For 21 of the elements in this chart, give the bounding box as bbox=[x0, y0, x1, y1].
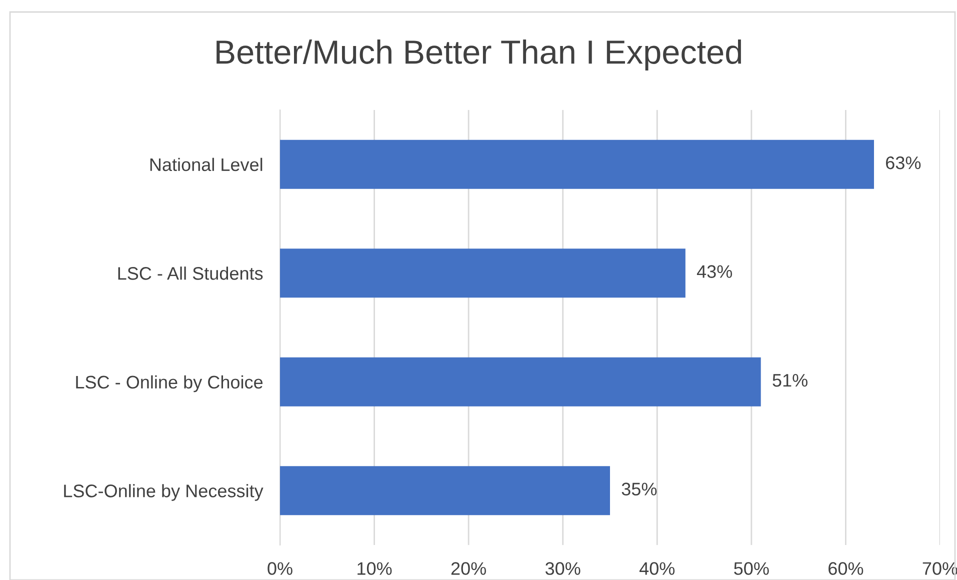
data-label: 43% bbox=[696, 265, 732, 278]
x-tick-label: 10% bbox=[358, 562, 392, 575]
data-label: 63% bbox=[886, 156, 921, 170]
y-tick-label: National Level bbox=[150, 158, 262, 172]
x-tick-label: 50% bbox=[734, 562, 769, 575]
chart-title: Better/Much Better Than I Expected bbox=[216, 39, 742, 71]
y-tick-label: LSC - Online by Choice bbox=[76, 375, 263, 392]
x-tick-label: 20% bbox=[451, 562, 486, 575]
x-tick-label: 0% bbox=[268, 562, 292, 575]
x-tick-label: 70% bbox=[922, 562, 957, 575]
bar bbox=[280, 248, 686, 298]
y-tick-label: LSC - All Students bbox=[118, 266, 263, 280]
data-label: 35% bbox=[622, 482, 657, 496]
x-tick-label: 30% bbox=[545, 562, 580, 575]
bar bbox=[280, 466, 610, 516]
x-tick-label: 40% bbox=[639, 562, 675, 575]
y-tick-label: LSC-Online by Necessity bbox=[64, 484, 264, 501]
x-tick-label: 60% bbox=[828, 562, 864, 575]
data-label: 51% bbox=[772, 374, 808, 387]
bar bbox=[280, 357, 761, 406]
bar bbox=[280, 140, 874, 189]
